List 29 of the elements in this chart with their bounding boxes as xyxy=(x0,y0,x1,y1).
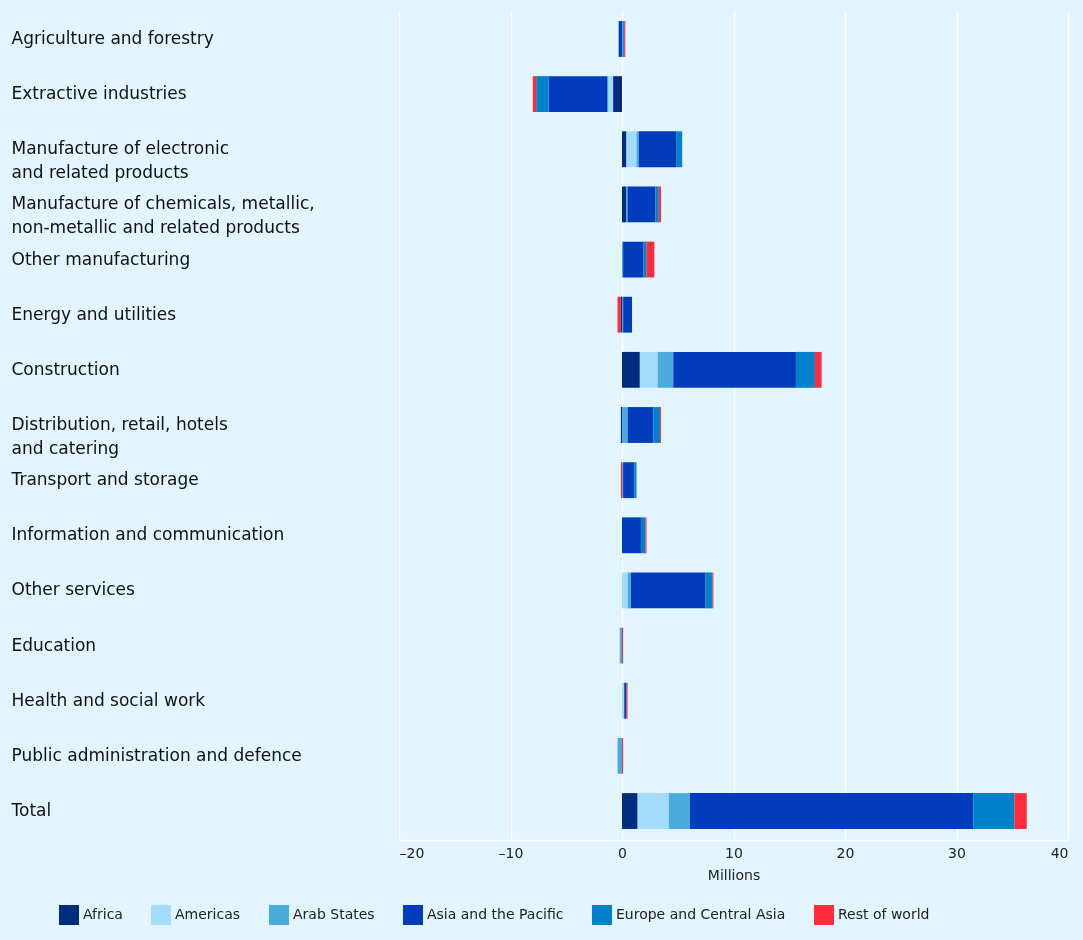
x-tick-label: 40 xyxy=(1050,844,1069,861)
y-tick-label: Energy and utilities xyxy=(11,303,177,324)
y-tick-label: Health and social work xyxy=(11,689,206,710)
x-axis-title: Millions xyxy=(707,866,761,883)
legend-label: Arab States xyxy=(293,906,375,922)
y-tick-label: Public administration and defence xyxy=(11,744,302,765)
y-tick-label: Other services xyxy=(11,579,136,600)
y-tick-label: Transport and storage xyxy=(10,469,199,490)
legend-label: Americas xyxy=(175,906,241,922)
y-tick-label: Other manufacturing xyxy=(11,248,191,269)
x-tick-label: 20 xyxy=(836,844,855,861)
y-tick-label: Total xyxy=(10,800,52,821)
y-tick-label: Manufacture of electronic and related products xyxy=(11,138,230,183)
y-tick-label: Information and communication xyxy=(11,524,285,545)
y-tick-label: Construction xyxy=(11,358,120,379)
y-tick-label: Education xyxy=(11,634,97,655)
x-tick-label: –20 xyxy=(399,844,425,861)
legend-label: Rest of world xyxy=(838,906,930,922)
legend-label: Africa xyxy=(83,906,123,922)
y-tick-label: Extractive industries xyxy=(11,83,187,104)
x-tick-label: –10 xyxy=(498,844,524,861)
x-tick-label: 0 xyxy=(618,844,627,861)
y-tick-label: Manufacture of chemicals, metallic, non-metallic and related products xyxy=(11,193,315,238)
x-tick-label: 10 xyxy=(725,844,743,861)
legend-label: Europe and Central Asia xyxy=(616,906,786,922)
y-tick-label: Agriculture and forestry xyxy=(11,27,214,48)
x-tick-label: 30 xyxy=(948,844,966,861)
y-tick-label: Distribution, retail, hotels and catering xyxy=(11,414,228,458)
legend-label: Asia and the Pacific xyxy=(427,906,564,922)
